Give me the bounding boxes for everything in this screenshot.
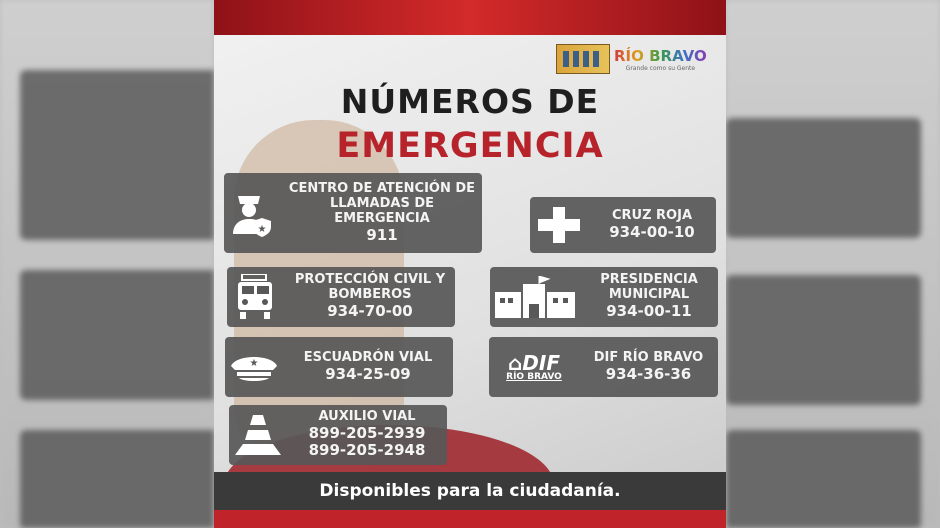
contact-phone: 934-00-11 <box>606 302 692 321</box>
contact-name: AUXILIO VIAL <box>318 409 416 425</box>
building-logo-icon <box>556 44 610 74</box>
contact-phone: 899-205-2948 <box>308 441 426 460</box>
traffic-cone-icon <box>229 413 287 457</box>
contact-phone: 934-25-09 <box>325 364 411 383</box>
contact-card-911: ★ CENTRO DE ATENCIÓN DE LLAMADAS DE EMER… <box>224 173 482 253</box>
contact-card-presidencia: PRESIDENCIA MUNICIPAL 934-00-11 <box>490 267 718 327</box>
contact-name: CRUZ ROJA <box>611 207 693 223</box>
contact-name: PROTECCIÓN CIVIL Y BOMBEROS <box>294 272 446 303</box>
logo-name: RÍO BRAVO <box>614 46 707 65</box>
bottom-red-band <box>214 510 726 528</box>
blurred-background-right <box>726 0 940 528</box>
svg-text:★: ★ <box>250 358 259 369</box>
fire-truck-icon <box>227 274 285 320</box>
rio-bravo-logo: RÍO BRAVO Grande como su Gente <box>556 44 707 74</box>
contact-phone: 934-70-00 <box>327 302 413 321</box>
contact-phone: 911 <box>366 225 398 244</box>
contact-name: PRESIDENCIA MUNICIPAL <box>600 272 698 303</box>
blurred-background-left <box>0 0 214 528</box>
municipal-building-icon <box>490 276 580 318</box>
medical-cross-icon <box>530 207 588 243</box>
contact-phone: 934-36-36 <box>605 364 692 383</box>
emergency-numbers-poster: RÍO BRAVO Grande como su Gente NÚMEROS D… <box>214 0 726 528</box>
contact-name: CENTRO DE ATENCIÓN DE LLAMADAS DE EMERGE… <box>288 180 476 226</box>
logo-slogan: Grande como su Gente <box>625 64 696 72</box>
police-cap-icon: ★ <box>225 352 283 382</box>
contact-card-proteccion-civil: PROTECCIÓN CIVIL Y BOMBEROS 934-70-00 <box>227 267 455 327</box>
contact-card-auxilio-vial: AUXILIO VIAL 899-205-2939 899-205-2948 <box>229 405 447 465</box>
title-line-2: EMERGENCIA <box>336 126 604 166</box>
contact-card-escuadron-vial: ★ ESCUADRÓN VIAL 934-25-09 <box>225 337 453 397</box>
top-red-band <box>214 0 726 35</box>
availability-banner: Disponibles para la ciudadanía. <box>214 472 726 510</box>
contact-card-cruz-roja: CRUZ ROJA 934-00-10 <box>530 197 716 253</box>
contact-phone: 899-205-2939 <box>308 424 426 443</box>
title-line-1: NÚMEROS DE <box>340 82 600 121</box>
svg-text:★: ★ <box>258 224 267 235</box>
contact-name: ESCUADRÓN VIAL <box>303 349 433 365</box>
police-officer-icon: ★ <box>224 188 282 238</box>
contact-card-dif: ⌂DIF RÍO BRAVO DIF RÍO BRAVO 934-36-36 <box>489 337 718 397</box>
dif-logo-icon: ⌂DIF RÍO BRAVO <box>506 350 562 382</box>
contact-phone: 934-00-10 <box>609 222 695 241</box>
contact-name: DIF RÍO BRAVO <box>593 349 704 365</box>
